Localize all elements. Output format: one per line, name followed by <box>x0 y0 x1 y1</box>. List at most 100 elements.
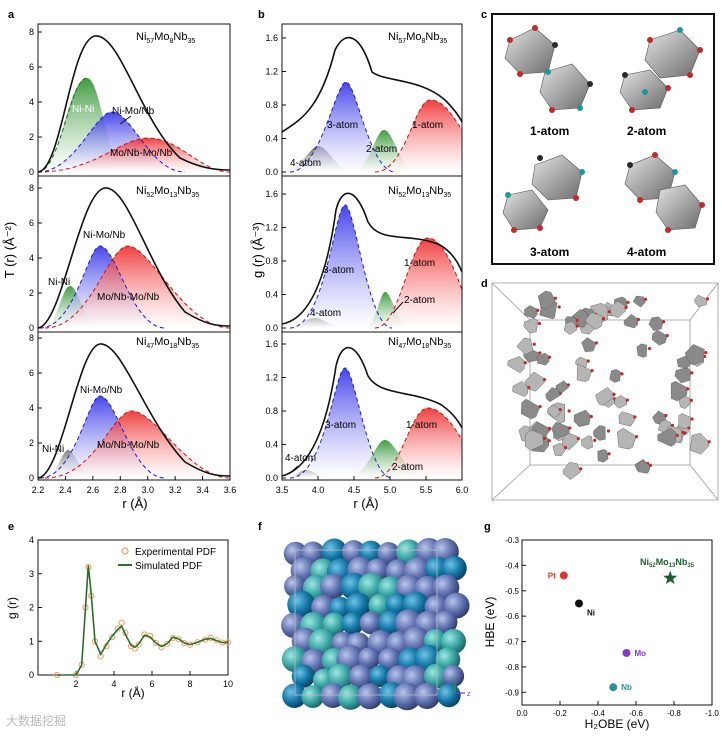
vertex-atom <box>523 361 527 365</box>
label-mo-nb-mo-nb: Mo/Nb-Mo/Nb <box>97 440 160 451</box>
y-tick-label: 8 <box>29 27 34 37</box>
atom-sphere <box>385 592 409 616</box>
mo-nb-mo-nb-peak <box>45 246 230 328</box>
x-tick-label: 3.5 <box>276 485 289 495</box>
composition-label: Ni52Mo13Nb35 <box>136 185 199 199</box>
atom-sphere-packing <box>281 537 470 711</box>
star-point-label: Ni52Mo13Nb35 <box>640 557 695 569</box>
y-tick-label: 8 <box>29 333 34 343</box>
atom-sphere <box>282 683 307 708</box>
cluster-polyhedron <box>520 398 541 419</box>
vertex-atom <box>575 324 579 328</box>
vertex-atom <box>624 305 628 310</box>
y-tick-label: 0.4 <box>265 440 278 450</box>
vertex-atom <box>557 305 561 309</box>
total-fit-curve <box>37 187 231 329</box>
point-label-pt: Pt <box>548 572 556 581</box>
vertex-atom <box>538 351 542 355</box>
composition-label: Ni47Mo18Nb35 <box>136 336 199 350</box>
annotation-arrow <box>288 465 299 475</box>
vertex-atom <box>542 378 547 382</box>
x-tick-label: 3.2 <box>169 485 182 495</box>
cluster-polyhedron <box>537 290 556 310</box>
legend-simulated: Simulated PDF <box>135 561 202 572</box>
cluster-swarm <box>507 290 711 480</box>
panel-a-row-1: Ni57Mo8Nb35 Ni-Ni Ni-Mo/Nb Mo/Nb-Mo/Nb 0… <box>29 27 231 177</box>
cluster-polyhedron <box>609 369 622 383</box>
ni-mo-nb-dashed <box>39 395 166 479</box>
panel-letter-b: b <box>258 9 265 21</box>
experimental-point <box>131 645 138 652</box>
cluster-polyhedron <box>525 429 544 451</box>
vertex-atom <box>594 341 598 345</box>
label-3-atom: 3-atom <box>327 120 358 131</box>
x-tick-label: -0.2 <box>553 709 567 718</box>
total-fit-curve <box>37 343 231 479</box>
label-ni-ni: Ni-Ni <box>42 444 64 455</box>
vertex-atom <box>553 296 557 300</box>
label-1-atom: 1-atom <box>404 258 435 269</box>
x-tick-label: 3.4 <box>196 485 209 495</box>
cluster-polyhedron <box>597 449 609 463</box>
y-tick-label: 0.0 <box>265 167 278 177</box>
y-tick-label: 0 <box>29 167 34 177</box>
panel-g: HBE (eV) H₂OBE (eV) 0.0 -0.2 -0.4 -0.6 -0.8 -… <box>483 536 719 731</box>
atom-sphere <box>424 663 449 689</box>
annotation-arrow <box>392 301 404 314</box>
vertex-atom <box>566 383 571 387</box>
x-tick-label: -0.4 <box>591 709 605 718</box>
y-tick-label: 4 <box>29 97 34 107</box>
atom-sphere <box>378 647 402 672</box>
y-tick-label: 1.6 <box>265 339 278 349</box>
y-tick-label: 0.8 <box>265 256 278 266</box>
y-tick-label: 2 <box>29 132 34 142</box>
experimental-point <box>118 619 125 626</box>
atom-sphere <box>356 683 383 710</box>
vertex-atom <box>558 408 562 412</box>
panel-d <box>491 282 719 501</box>
panel-letter-d: d <box>481 278 488 290</box>
panel-b-xlabel: r (Å) <box>353 496 378 511</box>
x-tick-label: 5.5 <box>420 485 433 495</box>
label-2-atom: 2-atom <box>627 124 666 138</box>
atom-sphere <box>436 683 461 708</box>
panel-a-ylabel: T (r) (Å⁻²) <box>2 222 17 278</box>
x-tick-label: -1.0 <box>705 709 719 718</box>
y-tick-label: -0.6 <box>505 612 519 621</box>
point-mo <box>622 648 631 657</box>
y-tick-label: 1.6 <box>265 189 278 199</box>
vertex-atom <box>606 429 611 433</box>
cluster-polyhedron <box>617 427 637 450</box>
cluster-polyhedron <box>636 343 648 358</box>
x-tick-label: 3.6 <box>224 485 237 495</box>
mo-nb-dashed <box>44 410 231 479</box>
y-tick-label: -0.3 <box>505 536 519 545</box>
y-tick-label: 2 <box>29 438 34 448</box>
one-atom-peak <box>375 408 462 478</box>
y-tick-label: 3 <box>29 569 34 579</box>
x-tick-label: 2.8 <box>114 485 127 495</box>
vertex-atom <box>704 351 708 355</box>
one-atom-dashed <box>374 99 463 173</box>
vertex-atom <box>634 435 639 439</box>
label-2-atom: 2-atom <box>404 295 435 306</box>
atom-sphere <box>441 555 467 581</box>
y-tick-label: 0 <box>29 670 34 680</box>
y-tick-label: 6 <box>29 218 34 228</box>
panel-letter-e: e <box>8 521 14 533</box>
experimental-point <box>175 636 182 643</box>
three-atom-dashed <box>289 367 393 479</box>
label-ni-mo-nb: Ni-Mo/Nb <box>80 385 123 396</box>
x-tick-label: -0.6 <box>629 709 643 718</box>
panel-b-row-1: Ni57Mo8Nb35 3-atom 2-atom 1-atom 4-atom … <box>265 31 463 177</box>
x-tick-label: 4 <box>111 679 116 689</box>
panel-a-row-3: Ni47Mo18Nb35 Ni-Ni Ni-Mo/Nb Mo/Nb-Mo/Nb … <box>29 333 231 483</box>
cluster-polyhedron <box>678 413 692 429</box>
cluster-polyhedron <box>523 317 539 334</box>
x-tick-label: 8 <box>187 679 192 689</box>
y-tick-label: 0.8 <box>265 100 278 110</box>
panel-letter-g: g <box>484 521 491 533</box>
vertex-atom <box>643 297 648 301</box>
axis-y-label: y <box>452 676 456 683</box>
vertex-atom <box>690 417 694 421</box>
